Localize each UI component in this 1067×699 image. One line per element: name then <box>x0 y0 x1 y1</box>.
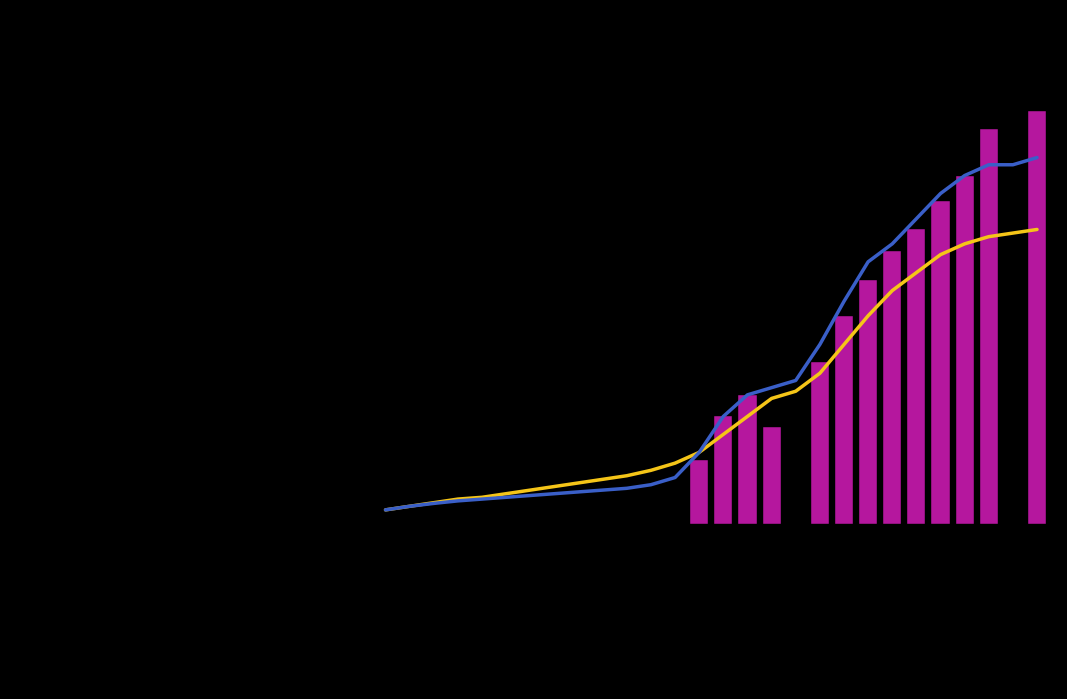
Bar <box>714 417 732 524</box>
Bar <box>690 459 708 524</box>
Bar <box>956 175 974 524</box>
Bar <box>931 201 950 524</box>
Bar <box>1028 111 1046 524</box>
Bar <box>811 363 829 524</box>
Bar <box>907 229 925 524</box>
Bar <box>883 251 902 524</box>
Bar <box>835 316 853 524</box>
Bar <box>763 427 781 524</box>
Bar <box>859 280 877 524</box>
Bar <box>738 395 757 524</box>
Bar <box>980 129 998 524</box>
